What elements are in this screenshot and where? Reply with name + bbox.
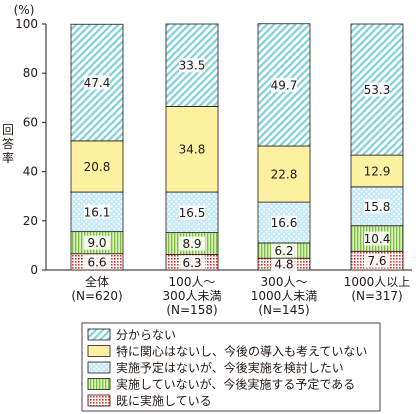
data-label: 6.2 [274, 244, 293, 258]
y-tick-label: 20 [23, 214, 38, 228]
legend-label: 実施していないが、今後実施する予定である [116, 377, 355, 392]
data-label: 12.9 [364, 164, 391, 178]
data-label-bg [179, 236, 205, 251]
category-label-line: 1000人未満 [251, 289, 318, 303]
data-label-bg [84, 159, 110, 174]
data-label-bg [364, 253, 390, 268]
data-label-bg [179, 142, 205, 157]
legend-swatch [87, 328, 111, 341]
category-labels: 全体(N=620)100人～ 300人未満(N=158)300人～ 1000人未満(… [71, 274, 410, 317]
legend-swatch [87, 378, 111, 390]
legend: 分からない特に関心はないし、今後の導入も考えていない実施予定はないが、今後実施を… [81, 322, 381, 412]
data-label: 16.1 [84, 205, 111, 219]
y-title-char: 回 [2, 123, 14, 137]
data-label: 49.7 [271, 78, 298, 92]
y-title-char: 答 [2, 136, 14, 151]
data-label: 16.5 [179, 206, 206, 220]
data-label: 10.4 [364, 232, 391, 246]
legend-box [81, 322, 381, 412]
data-label-bg [84, 204, 110, 219]
data-label: 6.3 [182, 256, 201, 270]
data-label-bg [84, 235, 110, 250]
category-label-line: (N=317) [351, 289, 402, 303]
category-label-line: (N=620) [71, 289, 122, 303]
legend-swatch [87, 345, 111, 357]
legend-swatch [87, 361, 111, 374]
data-label: 8.9 [182, 237, 201, 251]
data-label-bg [271, 215, 297, 230]
data-label: 33.5 [179, 59, 206, 73]
data-label-bg [179, 205, 205, 220]
data-label: 7.6 [367, 254, 386, 268]
data-label: 20.8 [84, 160, 111, 174]
data-label-bg [84, 254, 110, 269]
y-tick-label: 80 [23, 66, 38, 80]
category-label: 全体(N=620) [71, 274, 122, 303]
data-label: 16.6 [271, 216, 298, 230]
bars: 6.6 9.0 16.1 20.8 47.4 6.3 8.9 16.5 34.8 33.5 4.86… [70, 23, 404, 272]
legend-label: 実施予定はないが、今後実施を検討したい [116, 360, 344, 375]
data-label: 9.0 [87, 236, 106, 250]
data-label-bg [179, 255, 205, 270]
y-axis-title: 回答率 [2, 123, 14, 165]
data-label-bg [271, 243, 297, 258]
data-label-bg [364, 231, 390, 246]
unit-label: (%) [14, 3, 35, 17]
data-label-bg [364, 82, 390, 97]
data-label-bg [271, 167, 297, 182]
legend-label: 特に関心はないし、今後の導入も考えていない [116, 344, 367, 359]
category-label-line: 300人未満 [163, 289, 222, 303]
category-label: 300人～ 1000人未満(N=145) [251, 275, 318, 317]
data-label-bg [271, 257, 297, 272]
data-label-bg [84, 75, 110, 90]
y-tick-label: 60 [23, 115, 38, 129]
y-tick-label: 0 [30, 263, 38, 277]
category-label-line: 100人～ [169, 275, 216, 289]
y-tick-label: 100 [15, 17, 38, 31]
data-label: 34.8 [179, 143, 206, 157]
data-label-bg [179, 58, 205, 73]
legend-label: 分からない [116, 328, 176, 342]
category-label-line: 300人～ [261, 275, 308, 289]
data-label-bg [364, 199, 390, 214]
data-label: 6.6 [87, 255, 106, 269]
category-label-line: (N=158) [166, 303, 217, 317]
data-label-bg [364, 163, 390, 178]
data-label: 47.4 [84, 76, 111, 90]
data-label: 53.3 [364, 83, 391, 97]
y-title-char: 率 [2, 150, 14, 165]
data-label-bg [271, 77, 297, 92]
data-label: 15.8 [364, 200, 391, 214]
category-label: 100人～ 300人未満(N=158) [163, 275, 222, 317]
y-tick-label: 40 [23, 165, 38, 179]
category-label-line: 1000人以上 [344, 275, 411, 289]
category-label-line: (N=145) [258, 303, 309, 317]
category-label-line: 全体 [85, 274, 109, 289]
legend-swatch [87, 394, 111, 407]
category-label: 1000人以上(N=317) [344, 275, 411, 303]
legend-label: 既に実施している [116, 393, 212, 408]
data-label: 22.8 [271, 168, 298, 182]
data-label: 4.8 [274, 258, 293, 272]
